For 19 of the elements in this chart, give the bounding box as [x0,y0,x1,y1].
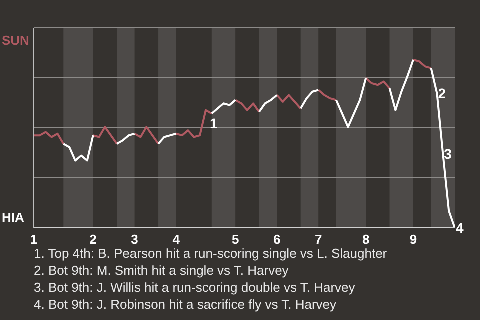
annotation: 1 [210,115,218,132]
x-tick-label: 9 [410,232,418,248]
text: HIA [2,210,26,225]
x-tick-label: 6 [273,232,281,248]
x-tick-label: 7 [315,232,322,248]
x-tick-label: 3 [131,232,138,248]
text: 3. Bot 9th: J. Willis hit a run-scoring double vs T. Harvey [34,279,356,296]
x-tick-label: 8 [362,232,370,248]
text: SUN [2,33,30,48]
text: 4. Bot 9th: J. Robinson hit a sacrifice fly vs T. Harvey [34,296,338,313]
annotation: 2 [438,86,446,102]
x-tick-label: 1 [30,232,38,248]
x-tick-label: 4 [172,232,181,248]
text: 1. Top 4th: B. Pearson hit a run-scoring single vs L. Slaughter [34,245,388,262]
annotation: 3 [444,146,452,162]
x-tick-label: 2 [90,232,97,248]
x-tick-label: 5 [232,232,240,248]
annotation: 4 [456,220,464,236]
text: 2. Bot 9th: M. Smith hit a single vs T. Harvey [34,262,290,279]
